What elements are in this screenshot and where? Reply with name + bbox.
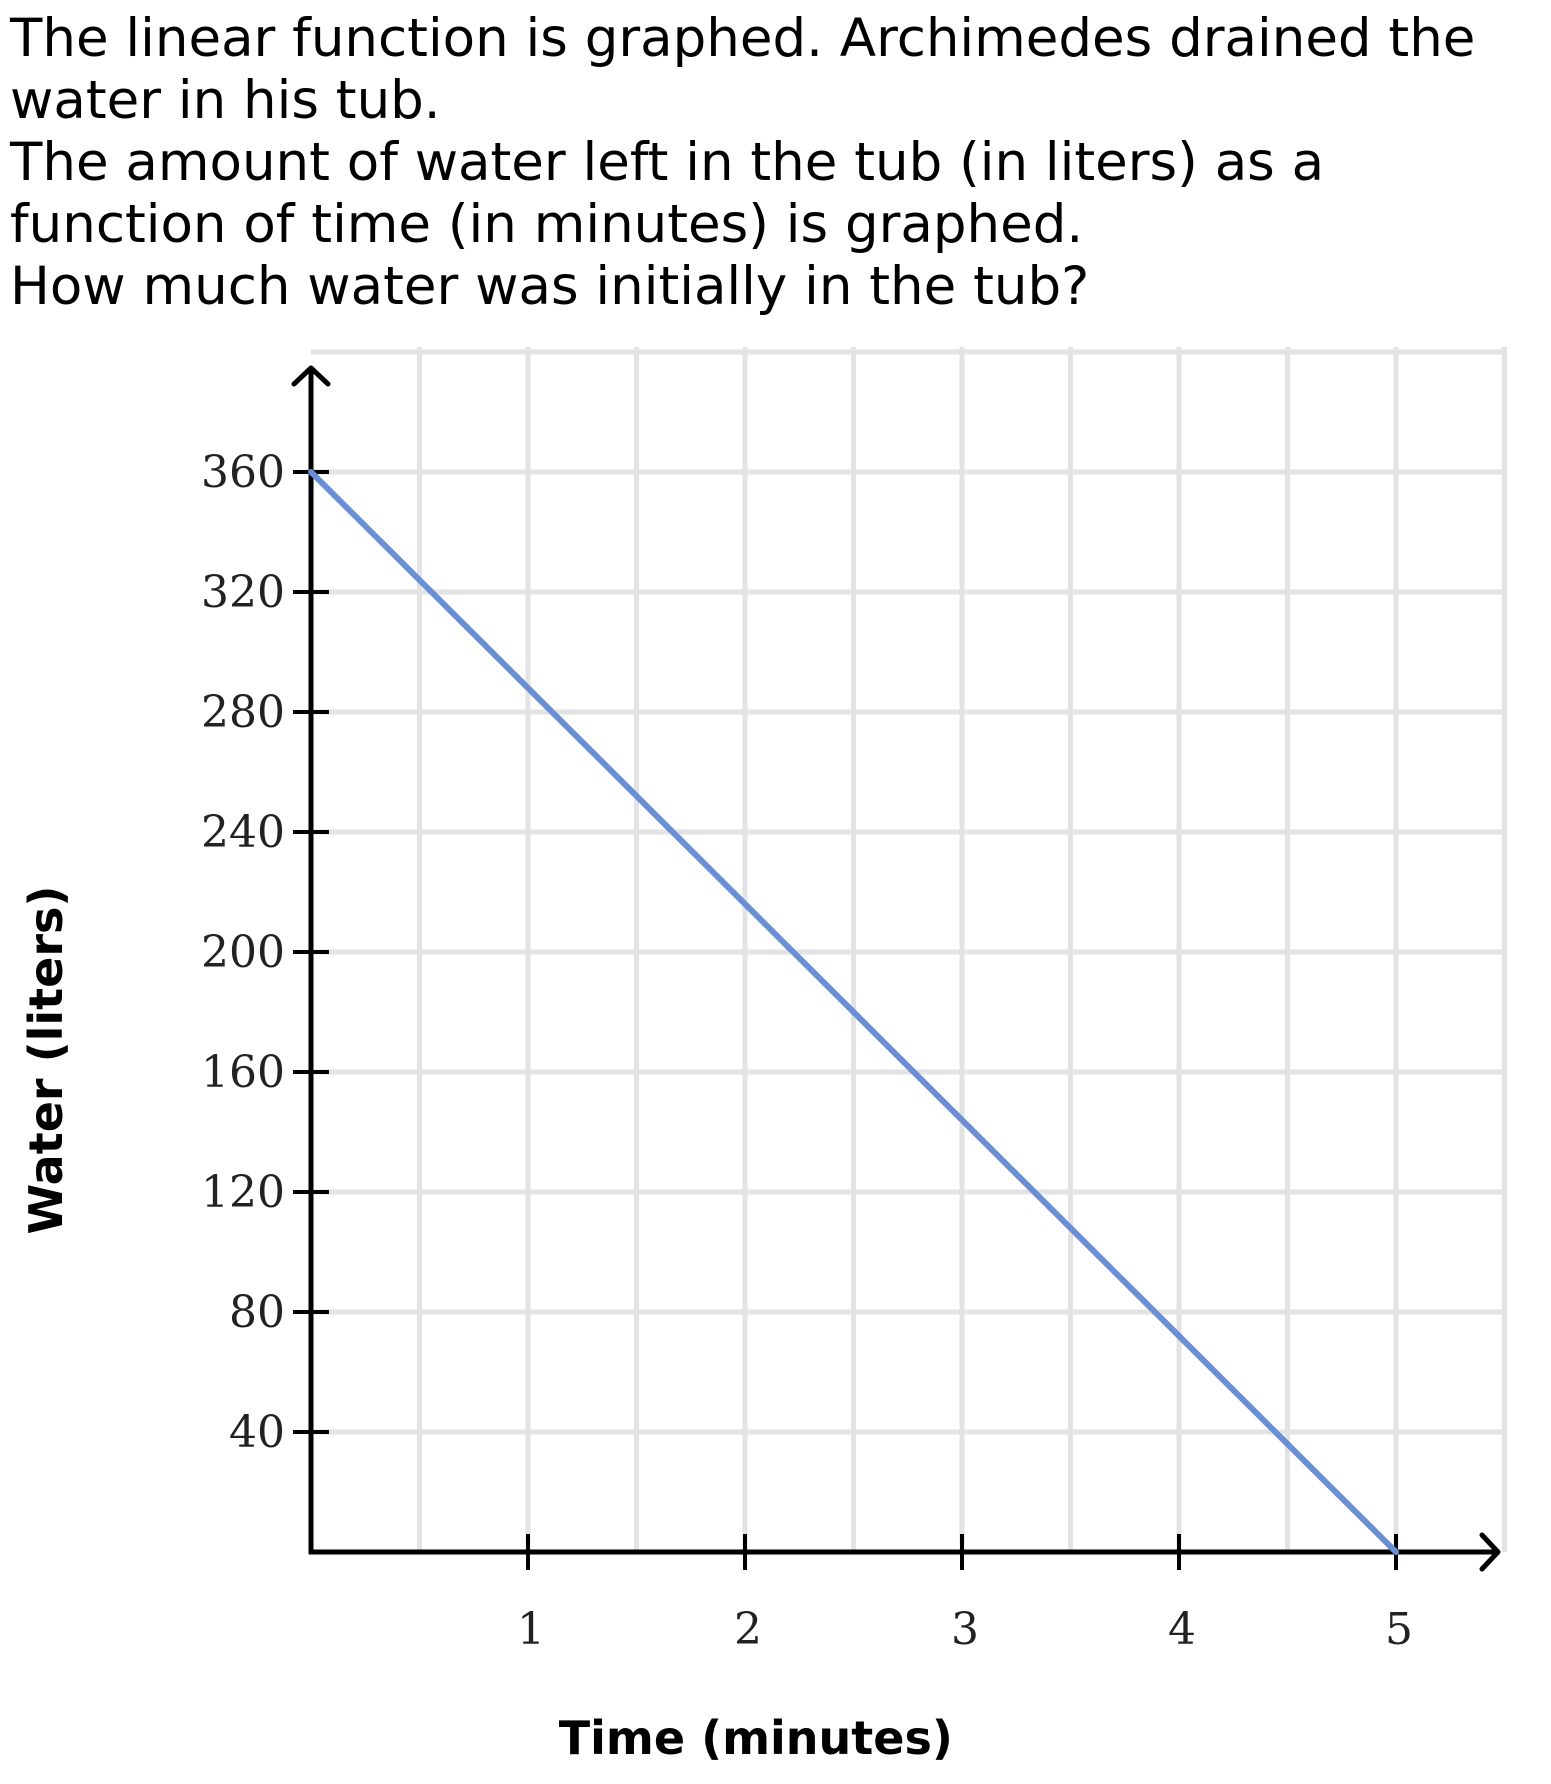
y-tick-label: 200	[201, 927, 285, 978]
data-series	[308, 469, 1399, 1555]
y-tick-label: 280	[201, 687, 285, 738]
question-text: The linear function is graphed. Archimed…	[10, 8, 1540, 318]
question-line-1: The linear function is graphed. Archimed…	[10, 8, 1476, 131]
y-tick-label: 80	[229, 1287, 285, 1338]
y-tick-label: 40	[229, 1407, 285, 1458]
tick-labels: 40 80 120 160 200 240 280 320 360 1 2 3 4 5	[201, 447, 1413, 1655]
x-tick-label: 3	[951, 1604, 979, 1655]
question-line-2: The amount of water left in the tub (in …	[10, 132, 1325, 255]
series-line	[308, 469, 1399, 1555]
x-tick-label: 2	[734, 1604, 762, 1655]
x-axis-label: Time (minutes)	[559, 1711, 953, 1765]
y-tick-label: 240	[201, 807, 285, 858]
y-axis-arrow	[291, 365, 331, 387]
x-tick-label: 4	[1168, 1604, 1196, 1655]
tick-marks	[293, 470, 1398, 1570]
y-tick-label: 320	[201, 567, 285, 618]
question-line-3: How much water was initially in the tub?	[10, 256, 1090, 317]
y-axis-label: Water (liters)	[19, 886, 73, 1235]
x-tick-label: 5	[1385, 1604, 1413, 1655]
y-tick-label: 160	[201, 1047, 285, 1098]
grid-lines	[311, 347, 1507, 1552]
x-tick-label: 1	[517, 1604, 545, 1655]
x-axis-arrow	[1479, 1532, 1501, 1572]
y-tick-label: 120	[201, 1167, 285, 1218]
axes	[291, 365, 1501, 1572]
y-tick-label: 360	[201, 447, 285, 498]
